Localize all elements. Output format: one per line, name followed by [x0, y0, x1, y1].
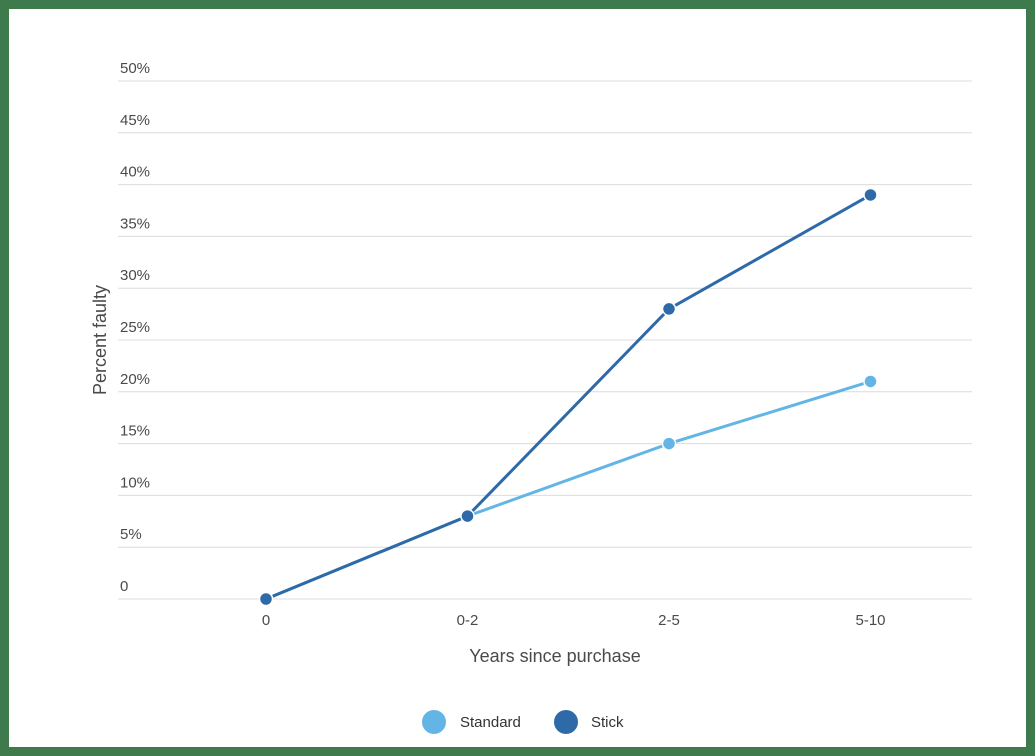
- series-line-stick: [265, 193, 872, 601]
- y-tick-label: 20%: [120, 371, 150, 388]
- y-tick-label: 35%: [120, 215, 150, 232]
- data-point-stick: [863, 187, 878, 203]
- y-tick-label: 40%: [120, 164, 150, 181]
- y-tick-label: 45%: [120, 112, 150, 129]
- y-axis-title: Percent faulty: [90, 285, 110, 395]
- legend: Standard Stick: [422, 710, 624, 734]
- x-tick-label: 0: [262, 612, 270, 629]
- series-lines: [265, 193, 872, 601]
- x-tick-label: 5-10: [855, 612, 885, 629]
- grid-lines: [118, 80, 972, 600]
- series-points: [258, 187, 878, 607]
- y-tick-label: 30%: [120, 267, 150, 284]
- y-tick-label: 5%: [120, 526, 142, 543]
- x-axis-title: Years since purchase: [469, 646, 640, 666]
- legend-label-stick: Stick: [591, 714, 624, 731]
- y-axis-tick-labels: 0 5% 10% 15% 20% 25% 30% 35% 40% 45% 50%: [120, 60, 150, 595]
- x-axis-tick-labels: 0 0-2 2-5 5-10: [262, 612, 886, 629]
- y-tick-label: 10%: [120, 474, 150, 491]
- legend-label-standard: Standard: [460, 714, 521, 731]
- data-point-stick: [460, 508, 475, 524]
- legend-marker-standard: [422, 710, 446, 734]
- data-point-stick: [661, 301, 677, 317]
- y-tick-label: 50%: [120, 60, 150, 77]
- legend-marker-stick: [554, 710, 578, 734]
- y-tick-label: 25%: [120, 319, 150, 336]
- y-tick-label: 0: [120, 578, 128, 595]
- data-point-standard: [863, 374, 878, 389]
- data-point-standard: [661, 436, 677, 451]
- y-tick-label: 15%: [120, 423, 150, 440]
- x-tick-label: 2-5: [658, 612, 680, 629]
- x-tick-label: 0-2: [457, 612, 479, 629]
- data-point-stick: [258, 591, 274, 607]
